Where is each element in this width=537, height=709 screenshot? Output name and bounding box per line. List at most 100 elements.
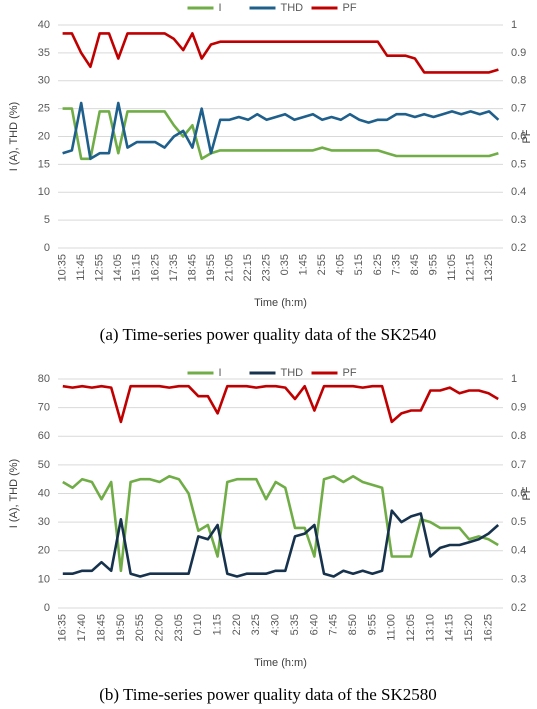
x-axis-title: Time (h:m) xyxy=(254,297,307,309)
x-tick-label: 17:35 xyxy=(168,254,180,282)
y2-tick-label: 0.5 xyxy=(511,516,526,528)
x-tick-label: 19:55 xyxy=(205,254,217,282)
y-tick-label: 20 xyxy=(38,545,50,557)
series-line xyxy=(62,384,499,424)
y2-tick-label: 0.3 xyxy=(511,573,526,585)
y-tick-label: 15 xyxy=(38,158,50,170)
x-tick-label: 5:15 xyxy=(353,254,365,275)
x-tick-label: 7:45 xyxy=(328,614,340,635)
y2-tick-label: 0.4 xyxy=(511,545,526,557)
x-tick-label: 18:45 xyxy=(95,614,107,642)
y2-tick-label: 0.2 xyxy=(511,242,526,254)
y-tick-label: 10 xyxy=(38,186,50,198)
x-tick-label: 0:35 xyxy=(279,254,291,275)
y-tick-label: 35 xyxy=(38,47,50,59)
x-tick-label: 16:25 xyxy=(482,614,494,642)
y-tick-label: 50 xyxy=(38,459,50,471)
x-tick-label: 21:05 xyxy=(223,254,235,282)
y2-tick-label: 0.9 xyxy=(511,47,526,59)
x-tick-label: 4:30 xyxy=(270,614,282,635)
x-tick-label: 2:20 xyxy=(231,614,243,635)
x-tick-label: 23:25 xyxy=(261,254,273,282)
y2-tick-label: 0.6 xyxy=(511,487,526,499)
x-tick-label: 12:15 xyxy=(464,254,476,282)
caption: (b) Time-series power quality data of th… xyxy=(99,685,437,704)
y-tick-label: 60 xyxy=(38,430,50,442)
x-tick-label: 12:55 xyxy=(94,254,106,282)
x-tick-label: 15:15 xyxy=(131,254,143,282)
y2-tick-label: 0.8 xyxy=(511,75,526,87)
series-line xyxy=(62,107,499,161)
x-tick-label: 16:25 xyxy=(149,254,161,282)
x-tick-label: 10:35 xyxy=(57,254,69,282)
series-line xyxy=(62,509,500,578)
y-tick-label: 5 xyxy=(44,214,50,226)
x-axis-title: Time (h:m) xyxy=(254,657,307,669)
y-tick-label: 70 xyxy=(38,402,50,414)
y2-tick-label: 0.4 xyxy=(511,186,526,198)
legend-label: I xyxy=(219,367,222,379)
y-tick-label: 30 xyxy=(38,516,50,528)
x-tick-label: 22:15 xyxy=(242,254,254,282)
x-tick-label: 13:25 xyxy=(483,254,495,282)
y2-tick-label: 0.9 xyxy=(511,402,526,414)
x-tick-label: 18:45 xyxy=(186,254,198,282)
x-tick-label: 1:15 xyxy=(212,614,224,635)
x-tick-label: 6:25 xyxy=(372,254,384,275)
chart: 0 5 10 15 20 25 30 35 40 0.2 0.3 0.4 0.5 0.6 0.7 0.8 0.9… xyxy=(8,2,533,344)
y2-tick-label: 0.2 xyxy=(511,602,526,614)
x-tick-label: 13:10 xyxy=(424,614,436,642)
x-tick-label: 2:55 xyxy=(316,254,328,275)
y-tick-label: 40 xyxy=(38,487,50,499)
x-tick-label: 15:20 xyxy=(463,614,475,642)
legend-label: THD xyxy=(281,367,304,379)
y-tick-label: 80 xyxy=(38,373,50,385)
x-tick-label: 4:05 xyxy=(335,254,347,275)
x-tick-label: 23:05 xyxy=(173,614,185,642)
legend-label: PF xyxy=(343,2,357,14)
y2-tick-label: 0.7 xyxy=(511,103,526,115)
x-tick-label: 9:55 xyxy=(427,254,439,275)
x-tick-label: 0:10 xyxy=(192,614,204,635)
x-tick-label: 11:45 xyxy=(75,254,87,281)
x-tick-label: 11:00 xyxy=(386,614,398,641)
series-line xyxy=(62,101,500,161)
x-tick-label: 12:05 xyxy=(405,614,417,642)
y-tick-label: 0 xyxy=(44,602,50,614)
y-axis-title: I (A), THD (%) xyxy=(8,459,20,528)
y-axis-title: I (A), THD (%) xyxy=(8,102,20,171)
x-tick-label: 14:05 xyxy=(112,254,124,282)
x-tick-label: 7:35 xyxy=(390,254,402,275)
x-tick-label: 9:55 xyxy=(366,614,378,635)
x-tick-label: 11:05 xyxy=(446,254,458,281)
x-tick-label: 19:50 xyxy=(115,614,127,642)
x-tick-label: 14:15 xyxy=(444,614,456,642)
y-tick-label: 25 xyxy=(38,103,50,115)
y2-tick-label: 0.7 xyxy=(511,459,526,471)
y2-tick-label: 0.8 xyxy=(511,430,526,442)
series-line xyxy=(62,475,499,573)
y2-tick-label: 1 xyxy=(511,373,517,385)
y-tick-label: 0 xyxy=(44,242,50,254)
legend-label: THD xyxy=(281,2,304,14)
chart: 0 10 20 30 40 50 60 70 80 0.2 0.3 0.4 0.5 0.6 0.7 0.8 0.… xyxy=(8,367,533,704)
x-tick-label: 8:45 xyxy=(409,254,421,275)
x-tick-label: 1:45 xyxy=(298,254,310,275)
x-tick-label: 5:35 xyxy=(289,614,301,635)
x-tick-label: 22:00 xyxy=(153,614,165,642)
x-tick-label: 8:50 xyxy=(347,614,359,635)
y2-tick-label: 0.3 xyxy=(511,214,526,226)
series-line xyxy=(62,32,499,74)
y2-tick-label: 0.5 xyxy=(511,158,526,170)
x-tick-label: 17:40 xyxy=(76,614,88,642)
y-tick-label: 20 xyxy=(38,130,50,142)
y2-tick-label: 1 xyxy=(511,19,517,31)
x-tick-label: 20:55 xyxy=(134,614,146,642)
x-tick-label: 6:40 xyxy=(308,614,320,635)
y-tick-label: 30 xyxy=(38,75,50,87)
legend-label: PF xyxy=(343,367,357,379)
y2-axis-title: PF xyxy=(521,486,533,500)
y-tick-label: 10 xyxy=(38,573,50,585)
y2-tick-label: 0.6 xyxy=(511,130,526,142)
